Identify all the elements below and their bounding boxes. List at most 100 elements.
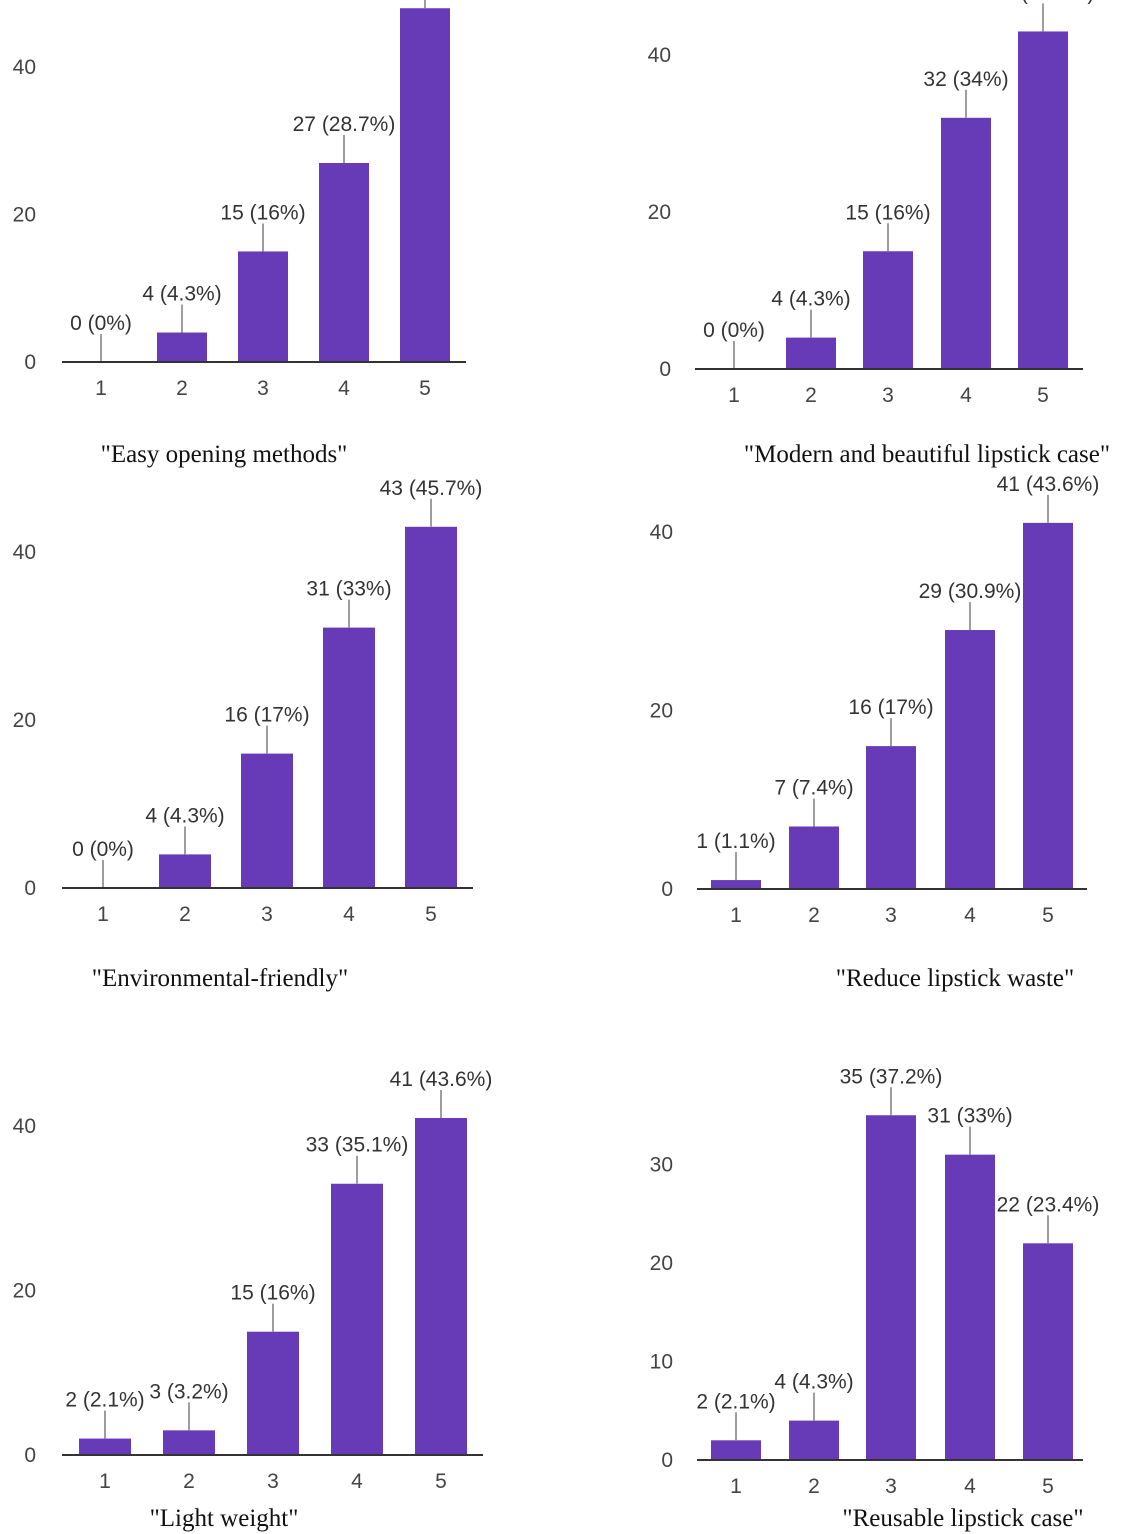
x-tick-label: 3 xyxy=(267,1470,279,1493)
data-label: 0 (0%) xyxy=(70,312,132,335)
data-label: 0 (0%) xyxy=(72,838,134,861)
x-tick-label: 2 xyxy=(808,1475,820,1498)
bar xyxy=(711,1440,761,1460)
bar xyxy=(711,880,761,889)
bar xyxy=(1018,31,1068,369)
data-label: 16 (17%) xyxy=(848,696,933,719)
x-tick-label: 5 xyxy=(419,377,431,400)
chart-panel-2: 0 20 40 0 (0%) 1 4 (4.3%) 2 15 (16%) 3 32 (34%) 4 4… xyxy=(648,0,1110,468)
x-tick-label: 4 xyxy=(964,904,976,927)
data-label: 43 (45.7%) xyxy=(992,0,1095,4)
y-tick-label: 20 xyxy=(650,1252,673,1275)
bar xyxy=(238,251,288,362)
chart-panel-4: 0 20 40 1 (1.1%) 1 7 (7.4%) 2 16 (17%) 3 29 (30.9… xyxy=(650,471,1102,992)
y-tick-label: 40 xyxy=(650,521,673,544)
data-label: 43 (45.7%) xyxy=(380,477,483,500)
bar xyxy=(323,627,375,888)
data-label: 31 (33%) xyxy=(306,578,391,601)
data-label: 27 (28.7%) xyxy=(293,113,396,136)
y-tick-label: 0 xyxy=(661,878,673,901)
x-tick-label: 1 xyxy=(95,377,107,400)
data-label: 15 (16%) xyxy=(220,201,305,224)
bar xyxy=(863,251,913,369)
x-tick-label: 2 xyxy=(183,1470,195,1493)
x-tick-label: 3 xyxy=(885,1475,897,1498)
y-tick-label: 0 xyxy=(24,351,36,374)
chart-panel-6: 0 10 20 30 2 (2.1%) 1 4 (4.3%) 2 35 (37.2%) 3 31 (… xyxy=(650,1063,1102,1532)
chart-panel-3: 0 20 40 0 (0%) 1 4 (4.3%) 2 16 (17%) 3 31 (33%) 4 4… xyxy=(13,475,485,992)
data-label: 32 (34%) xyxy=(923,68,1008,91)
bar xyxy=(163,1430,215,1455)
y-tick-label: 0 xyxy=(661,1449,673,1472)
x-tick-label: 2 xyxy=(179,903,191,926)
x-tick-label: 4 xyxy=(351,1470,363,1493)
chart-caption: "Modern and beautiful lipstick case" xyxy=(744,441,1110,468)
data-label: 1 (1.1%) xyxy=(696,830,775,853)
data-label: 41 (43.6%) xyxy=(997,473,1100,496)
x-tick-label: 4 xyxy=(343,903,355,926)
y-tick-label: 20 xyxy=(13,204,36,227)
data-label: 4 (4.3%) xyxy=(142,283,221,306)
data-label: 4 (4.3%) xyxy=(771,288,850,311)
bar xyxy=(319,163,369,362)
chart-caption: "Reduce lipstick waste" xyxy=(836,965,1074,992)
y-tick-label: 0 xyxy=(659,358,671,381)
data-label: 0 (0%) xyxy=(703,319,765,342)
x-tick-label: 5 xyxy=(1042,904,1054,927)
bar xyxy=(1023,1243,1073,1460)
data-label: 15 (16%) xyxy=(230,1282,315,1305)
bar xyxy=(415,1117,467,1455)
data-label: 29 (30.9%) xyxy=(919,580,1022,603)
x-tick-label: 5 xyxy=(435,1470,447,1493)
data-label: 2 (2.1%) xyxy=(696,1390,775,1413)
data-label: 33 (35.1%) xyxy=(306,1134,409,1157)
x-tick-label: 1 xyxy=(99,1470,111,1493)
y-tick-label: 20 xyxy=(648,201,671,224)
chart-caption: "Reusable lipstick case" xyxy=(842,1505,1083,1532)
chart-caption: "Easy opening methods" xyxy=(101,441,348,468)
bar xyxy=(945,630,995,889)
bar xyxy=(941,117,991,369)
bar xyxy=(405,526,457,888)
bar xyxy=(789,1420,839,1460)
x-tick-label: 2 xyxy=(808,904,820,927)
x-tick-label: 2 xyxy=(805,384,817,407)
chart-panel-1: 0 20 40 0 (0%) 1 4 (4.3%) 2 15 (16%) 3 27 (28.7%)… xyxy=(13,0,466,468)
chart-panel-5: 0 20 40 2 (2.1%) 1 3 (3.2%) 2 15 (16%) 3 33 (35.1… xyxy=(13,1066,495,1532)
bar xyxy=(400,8,450,363)
x-tick-label: 1 xyxy=(730,904,742,927)
x-tick-label: 1 xyxy=(97,903,109,926)
x-tick-label: 3 xyxy=(885,904,897,927)
x-tick-label: 4 xyxy=(964,1475,976,1498)
x-tick-label: 4 xyxy=(338,377,350,400)
bar xyxy=(157,332,207,362)
bar xyxy=(866,1115,916,1460)
x-tick-label: 5 xyxy=(425,903,437,926)
y-tick-label: 40 xyxy=(13,541,36,564)
y-tick-label: 10 xyxy=(650,1351,673,1374)
bar xyxy=(786,337,836,369)
bar xyxy=(789,826,839,889)
data-label: 4 (4.3%) xyxy=(774,1371,853,1394)
data-label: 2 (2.1%) xyxy=(65,1389,144,1412)
x-tick-label: 3 xyxy=(257,377,269,400)
bar xyxy=(945,1154,995,1460)
bar xyxy=(79,1438,131,1455)
y-tick-label: 0 xyxy=(24,1444,36,1467)
y-tick-label: 20 xyxy=(650,699,673,722)
bar xyxy=(331,1183,383,1455)
y-tick-label: 40 xyxy=(13,1115,36,1138)
data-label: 35 (37.2%) xyxy=(840,1065,943,1088)
data-label: 16 (17%) xyxy=(224,704,309,727)
y-tick-label: 0 xyxy=(24,877,36,900)
x-tick-label: 5 xyxy=(1037,384,1049,407)
x-tick-label: 1 xyxy=(730,1475,742,1498)
bar xyxy=(159,854,211,888)
chart-caption: "Environmental-friendly" xyxy=(92,965,348,992)
x-tick-label: 1 xyxy=(728,384,740,407)
y-tick-label: 40 xyxy=(648,44,671,67)
x-tick-label: 2 xyxy=(176,377,188,400)
data-label: 4 (4.3%) xyxy=(145,804,224,827)
y-tick-label: 30 xyxy=(650,1154,673,1177)
